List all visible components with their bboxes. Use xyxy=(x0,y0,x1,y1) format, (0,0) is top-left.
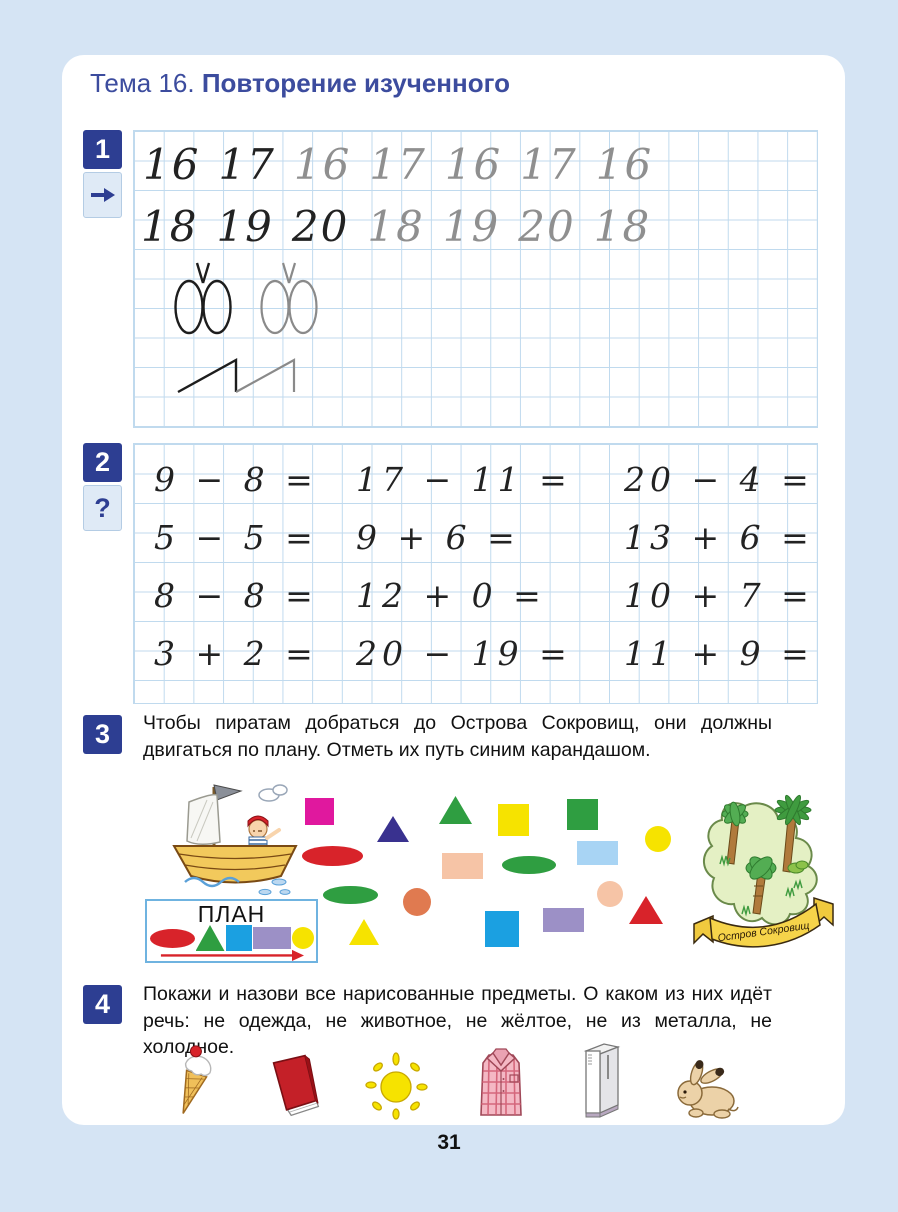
equations-grid[interactable]: 9 − 8 = 17 − 11 = 20 − 4 = 5 − 5 = 9 + 6 = 13… xyxy=(133,443,818,704)
task-2-number: 2 xyxy=(83,443,122,482)
traced-number: 16 xyxy=(595,140,654,189)
task-3-marker: 3 xyxy=(83,715,122,754)
item-ice-cream xyxy=(162,1043,224,1126)
worksheet-page: Тема 16. Повторение изученного 1 16 17 16 1… xyxy=(62,55,845,1125)
item-refrigerator xyxy=(574,1039,630,1126)
circle-shape[interactable] xyxy=(645,826,671,852)
equation: 13 + 6 = xyxy=(624,518,814,557)
triangle-shape[interactable] xyxy=(349,919,379,945)
item-book xyxy=(264,1049,322,1126)
rect-shape[interactable] xyxy=(577,841,618,865)
plan-shape-sequence xyxy=(149,925,314,951)
traced-number: 18 xyxy=(593,202,652,251)
sample-number: 17 xyxy=(218,140,276,189)
plan-ellipse-shape xyxy=(149,928,195,948)
rabbit-icon xyxy=(677,1060,739,1119)
task-4-text: Покажи и назови все нарисованные предмет… xyxy=(143,983,772,1058)
item-shirt xyxy=(469,1041,533,1126)
book-icon xyxy=(272,1054,320,1117)
plan-label: ПЛАН xyxy=(197,901,266,927)
sun-icon xyxy=(365,1052,428,1120)
page-title: Тема 16. Повторение изученного xyxy=(90,68,510,99)
scattered-shapes-field[interactable] xyxy=(62,778,845,980)
triangle-shape[interactable] xyxy=(377,816,409,842)
square-shape[interactable] xyxy=(485,911,519,947)
task-3-text: Чтобы пиратам добраться до Острова Сокро… xyxy=(143,712,772,761)
equation: 5 − 5 = xyxy=(154,518,318,557)
shirt-icon xyxy=(480,1048,523,1116)
task-4-marker: 4 xyxy=(83,985,122,1024)
pirate-figure xyxy=(247,815,281,848)
title-prefix: Тема 16. xyxy=(90,68,195,98)
sample-number: 18 xyxy=(141,202,199,251)
sample-number: 16 xyxy=(143,140,201,189)
page-number: 31 xyxy=(437,1131,461,1154)
trace-row-16-17: 16 17 16 17 16 17 16 xyxy=(143,141,653,189)
plan-circle-shape xyxy=(291,927,314,949)
task-3-number: 3 xyxy=(83,715,122,754)
rect-shape[interactable] xyxy=(442,853,483,879)
plan-rect-shape xyxy=(252,927,291,949)
trace-row-18-19-20: 18 19 20 18 19 20 18 xyxy=(141,203,651,251)
traced-number: 17 xyxy=(520,140,578,189)
square-shape[interactable] xyxy=(567,799,598,830)
traced-number: 16 xyxy=(444,140,503,189)
pirate-map-illustration: ПЛАН xyxy=(62,778,845,980)
ellipse-shape[interactable] xyxy=(302,846,363,866)
equation: 9 − 8 = xyxy=(154,460,318,499)
traced-number: 16 xyxy=(293,140,352,189)
cloud-icon xyxy=(258,784,288,802)
traced-number: 20 xyxy=(518,202,576,251)
equation: 8 − 8 = xyxy=(154,576,318,615)
item-sun xyxy=(363,1051,429,1126)
plan-route-arrow-icon xyxy=(160,949,304,961)
task-1-number: 1 xyxy=(83,130,122,169)
ice-cream-icon xyxy=(182,1045,212,1114)
traced-number: 18 xyxy=(367,202,425,251)
pirate-ship-illustration xyxy=(172,784,298,896)
sample-number: 19 xyxy=(216,202,274,251)
circle-shape[interactable] xyxy=(597,881,623,907)
traced-number: 19 xyxy=(442,202,501,251)
equation: 20 − 19 = xyxy=(356,634,572,673)
task-4-number: 4 xyxy=(83,985,122,1024)
equation: 11 + 9 = xyxy=(624,634,814,673)
triangle-shape[interactable] xyxy=(439,796,472,824)
equation: 9 + 6 = xyxy=(356,518,520,557)
treasure-island-illustration: Остров Сокровищ xyxy=(693,794,834,948)
task-1-sub-box xyxy=(83,172,122,218)
square-shape[interactable] xyxy=(498,804,529,836)
question-mark-icon: ? xyxy=(83,485,122,531)
triangle-shape[interactable] xyxy=(629,896,663,924)
zigzag-pattern xyxy=(177,357,296,394)
rect-shape[interactable] xyxy=(543,908,584,932)
refrigerator-icon xyxy=(583,1043,620,1118)
task-2-marker: 2 ? xyxy=(83,443,122,531)
arrow-right-icon xyxy=(90,188,115,202)
equation: 12 + 0 = xyxy=(356,576,546,615)
square-shape[interactable] xyxy=(305,798,334,825)
equation: 20 − 4 = xyxy=(624,460,814,499)
equation: 17 − 11 = xyxy=(356,460,572,499)
ellipse-shape[interactable] xyxy=(502,856,556,874)
objects-row xyxy=(162,1039,742,1126)
ellipse-shape[interactable] xyxy=(323,886,378,904)
sample-number: 20 xyxy=(291,202,350,251)
task-1-marker: 1 xyxy=(83,130,122,218)
plan-square-shape xyxy=(225,925,252,951)
handwriting-grid-1[interactable]: 16 17 16 17 16 17 16 18 19 20 18 19 20 18 xyxy=(133,130,818,428)
plan-triangle-shape xyxy=(195,925,225,951)
title-main: Повторение изученного xyxy=(201,68,510,98)
item-rabbit xyxy=(670,1057,742,1126)
plan-legend-box: ПЛАН xyxy=(145,899,318,963)
traced-number: 17 xyxy=(369,140,427,189)
equation: 10 + 7 = xyxy=(624,576,814,615)
butterfly-pattern xyxy=(174,262,318,335)
equation: 3 + 2 = xyxy=(154,634,318,673)
circle-shape[interactable] xyxy=(403,888,431,916)
